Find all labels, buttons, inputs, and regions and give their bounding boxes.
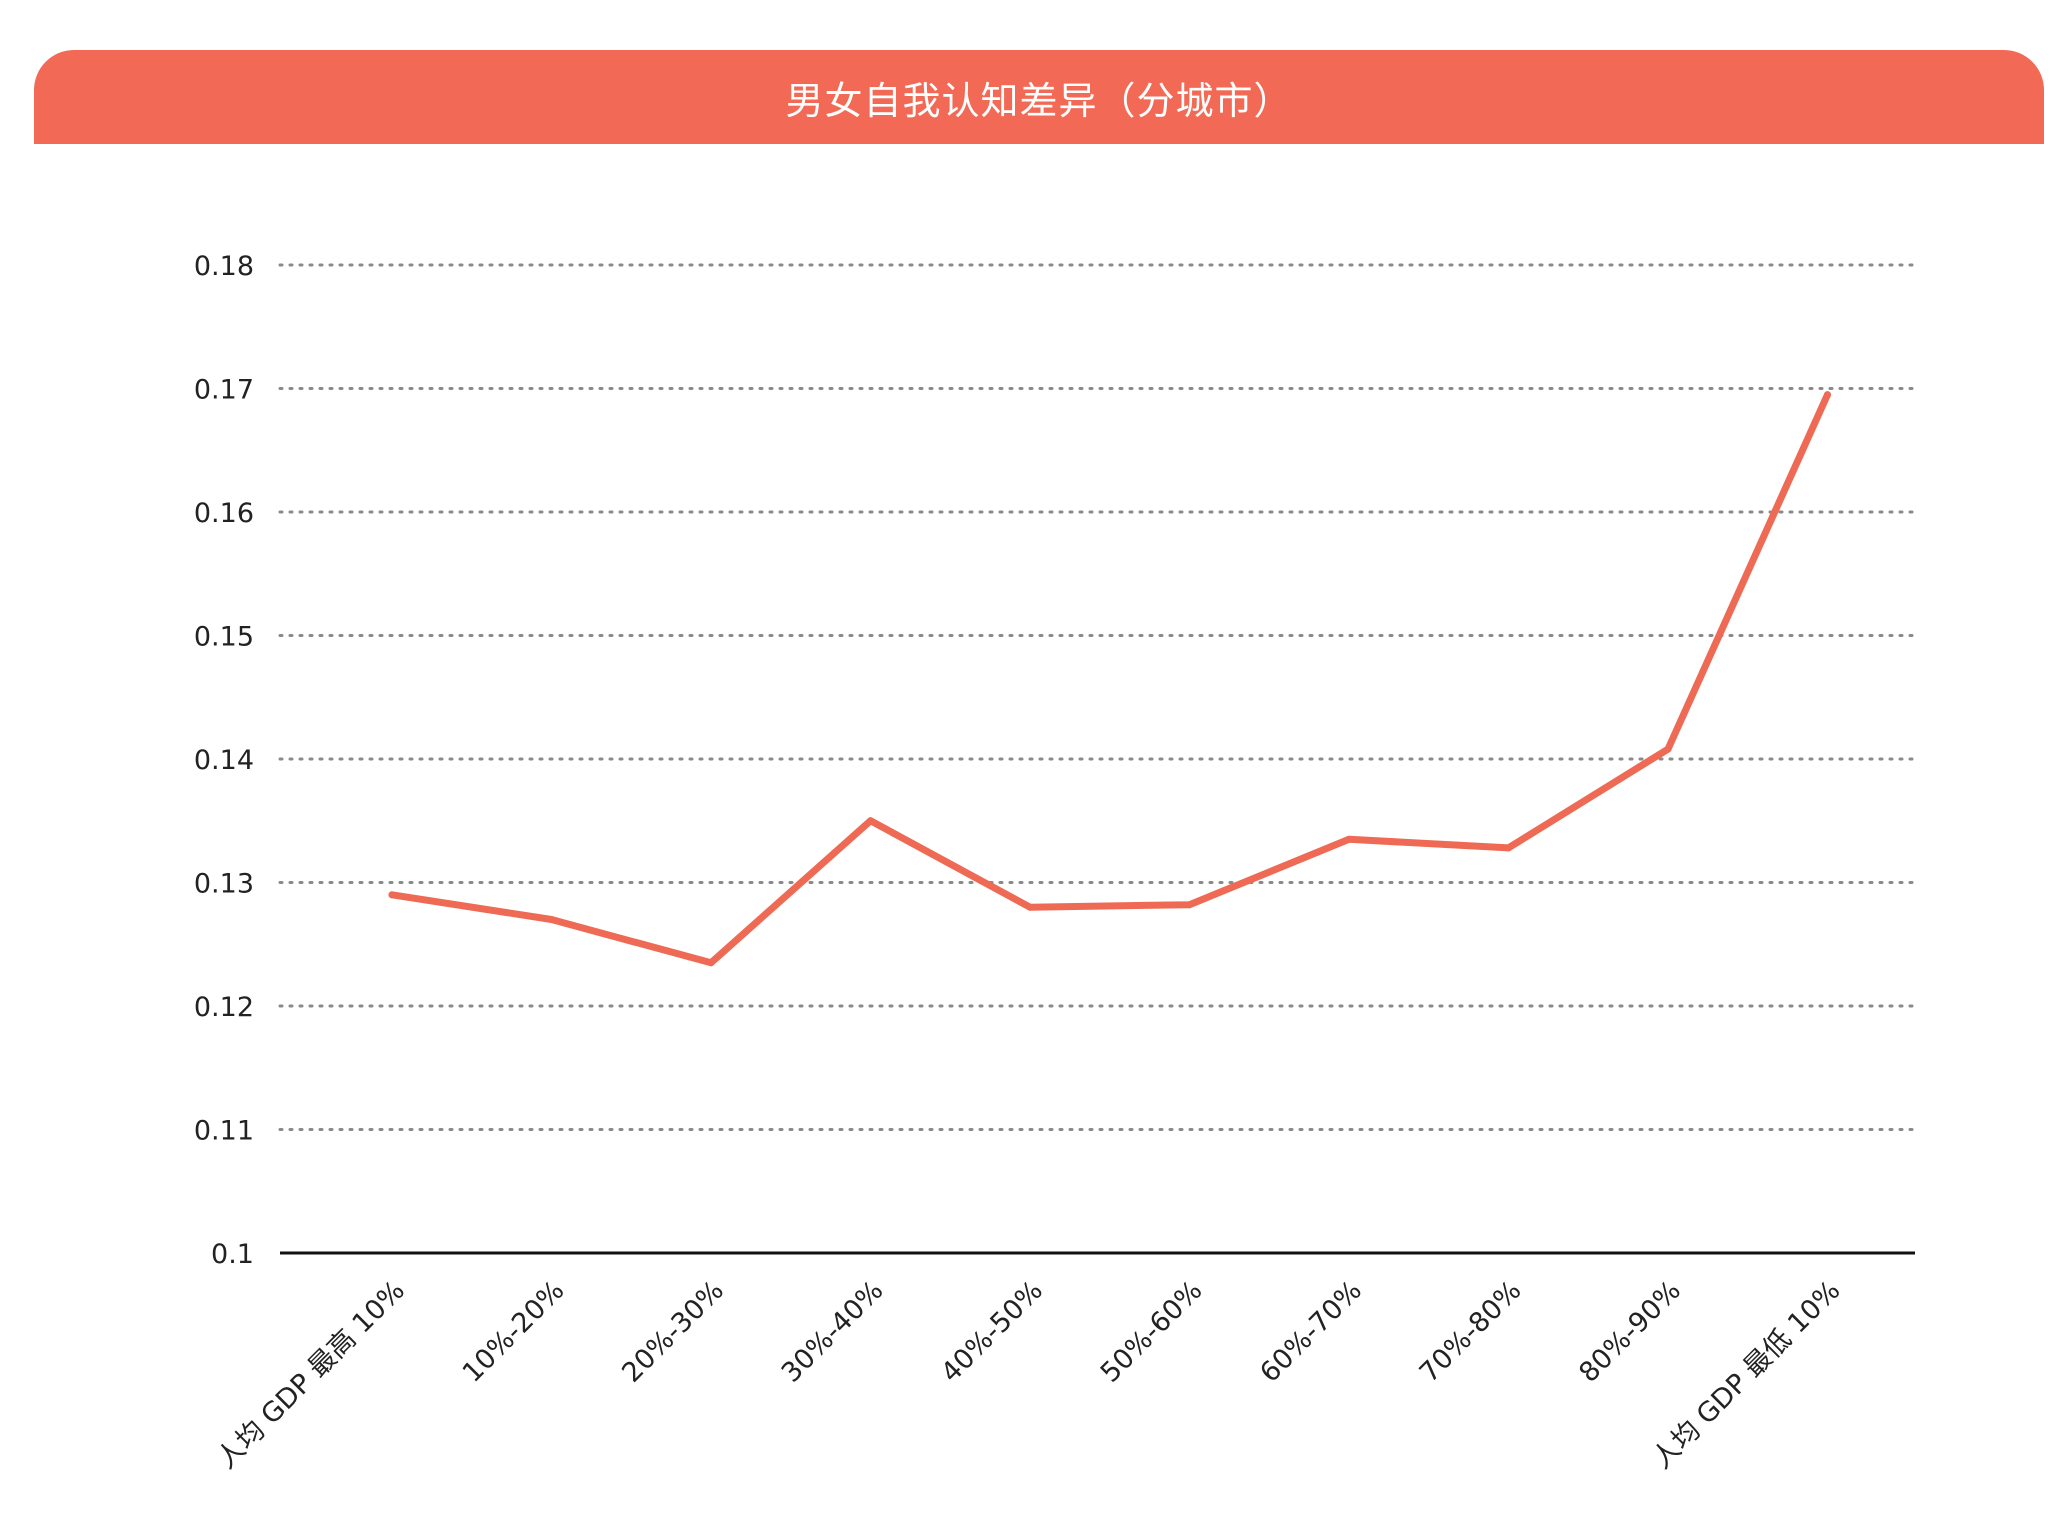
x-tick-label: 20%-30%	[616, 1275, 730, 1389]
x-tick-label: 60%-70%	[1254, 1275, 1368, 1389]
y-tick-label: 0.12	[194, 992, 254, 1023]
x-tick-label: 40%-50%	[935, 1275, 1049, 1389]
chart-title: 男女自我认知差异（分城市）	[785, 78, 1293, 123]
y-tick-label: 0.1	[211, 1239, 254, 1270]
y-tick-label: 0.11	[194, 1116, 254, 1147]
data-point	[1824, 391, 1831, 399]
x-axis-ticks: 人均 GDP 最高 10% 10%-20% 20%-30% 30%-40% 40%-50…	[211, 1275, 1846, 1475]
y-tick-label: 0.15	[194, 622, 254, 653]
x-tick-label: 30%-40%	[776, 1275, 890, 1389]
y-tick-label: 0.14	[194, 745, 254, 776]
y-tick-label: 0.13	[194, 869, 254, 900]
x-tick-label: 80%-90%	[1573, 1275, 1687, 1389]
data-point	[1026, 903, 1034, 911]
data-point	[1345, 835, 1353, 843]
y-tick-label: 0.17	[194, 375, 254, 406]
y-tick-label: 0.18	[194, 251, 254, 282]
series-line	[388, 391, 1831, 967]
data-point	[867, 817, 874, 825]
x-tick-label: 50%-60%	[1095, 1275, 1209, 1389]
data-point	[388, 891, 396, 899]
gridlines	[278, 263, 1917, 1131]
data-point	[1186, 901, 1193, 909]
chart-title-banner: 男女自我认知差异（分城市）	[34, 50, 2044, 144]
y-axis-ticks: 0.1 0.11 0.12 0.13 0.14 0.15 0.16 0.17 0.18	[194, 251, 254, 1270]
x-tick-label: 人均 GDP 最高 10%	[211, 1275, 411, 1475]
data-series	[388, 391, 1831, 967]
x-tick-label: 70%-80%	[1414, 1275, 1528, 1389]
data-point	[1505, 844, 1512, 852]
x-tick-label: 10%-20%	[457, 1275, 571, 1389]
data-point	[548, 916, 555, 924]
y-tick-label: 0.16	[194, 498, 254, 529]
data-point	[707, 959, 715, 967]
data-point	[1664, 745, 1672, 753]
